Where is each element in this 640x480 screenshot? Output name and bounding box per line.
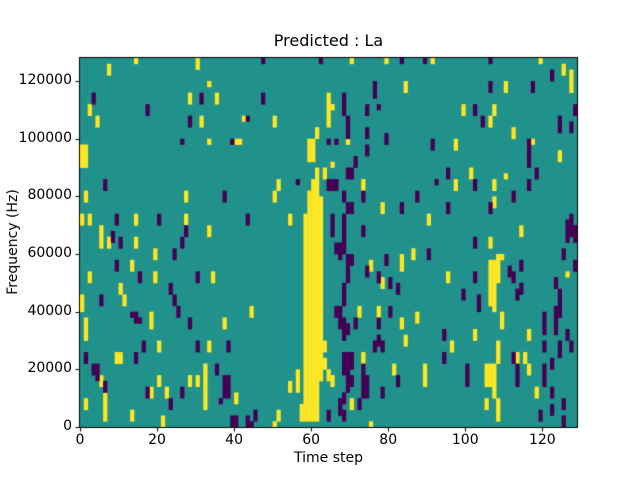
y-tick-label: 60000 xyxy=(27,245,72,262)
x-tick-label: 120 xyxy=(528,432,556,448)
x-tick-label: 0 xyxy=(75,432,85,448)
x-tick-label: 60 xyxy=(302,432,321,448)
y-tick-label: 100000 xyxy=(18,129,72,146)
x-tick-label: 40 xyxy=(225,432,243,448)
y-axis-label: Frequency (Hz) xyxy=(5,189,21,295)
y-tick-label: 40000 xyxy=(27,302,72,319)
chart-title: Predicted : La xyxy=(273,31,384,50)
y-tick-label: 80000 xyxy=(27,187,72,204)
x-tick-label: 20 xyxy=(148,432,166,448)
x-tick-label: 80 xyxy=(379,432,398,448)
x-axis-label: Time step xyxy=(294,450,363,466)
y-tick-label: 20000 xyxy=(27,360,72,377)
y-tick-label: 120000 xyxy=(18,72,72,89)
x-tick-label: 100 xyxy=(451,432,479,448)
y-tick-label: 0 xyxy=(63,418,72,434)
